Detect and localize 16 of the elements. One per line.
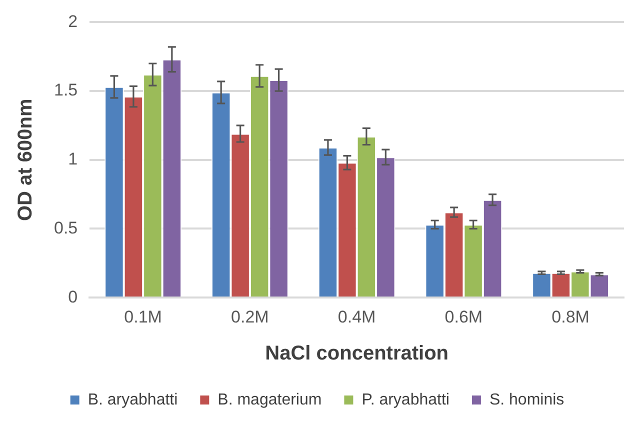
y-tick-label: 2: [68, 12, 78, 31]
legend-label: S. hominis: [489, 391, 564, 408]
legend-label: B. magaterium: [218, 391, 322, 408]
legend-label: P. aryabhatti: [362, 391, 450, 408]
y-tick-label: 0: [68, 287, 78, 306]
legend-label: B. aryabhatti: [88, 391, 178, 408]
x-tick-label: 0.1M: [124, 307, 162, 326]
x-tick-label: 0.4M: [338, 307, 376, 326]
y-tick-label: 0.5: [54, 218, 78, 238]
x-tick-label: 0.6M: [444, 307, 483, 326]
x-tick-label: 0.2M: [231, 307, 269, 326]
x-axis-title: NaCl concentration: [265, 342, 448, 365]
y-tick-label: 1.5: [54, 80, 78, 100]
x-tick-label: 0.8M: [552, 307, 590, 326]
y-tick-label: 1: [68, 150, 78, 169]
y-axis-title: OD at 600nm: [14, 98, 37, 222]
